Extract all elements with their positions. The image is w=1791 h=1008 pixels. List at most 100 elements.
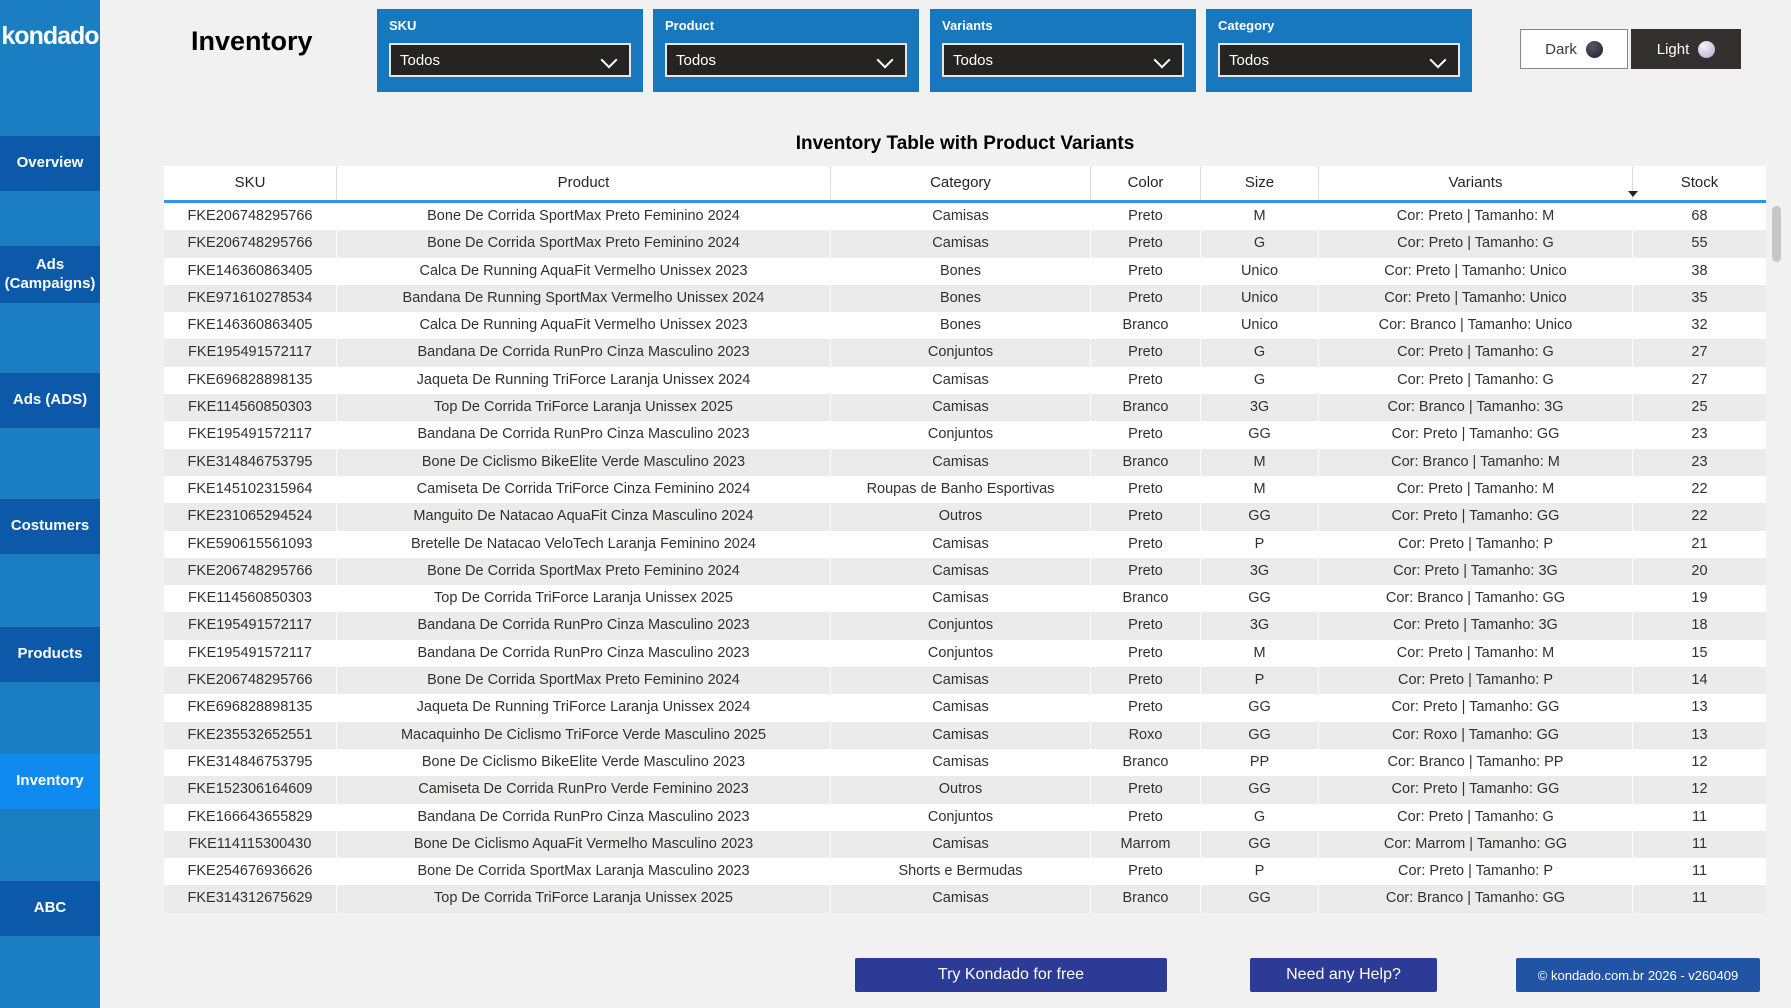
table-row[interactable]: FKE590615561093 Bretelle De Natacao Velo… (164, 530, 1766, 558)
cell-color: Branco (1090, 885, 1200, 913)
try-kondado-button[interactable]: Try Kondado for free (855, 958, 1167, 992)
cell-product: Jaqueta De Running TriForce Laranja Unis… (336, 366, 830, 395)
table-row[interactable]: FKE152306164609 Camiseta De Corrida RunP… (164, 776, 1766, 804)
table-row[interactable]: FKE314312675629 Top De Corrida TriForce … (164, 885, 1766, 913)
category-filter-dropdown[interactable]: Todos (1218, 43, 1460, 77)
column-header-variants[interactable]: Variants (1318, 166, 1632, 200)
table-row[interactable]: FKE146360863405 Calca De Running AquaFit… (164, 312, 1766, 340)
cell-stock: 27 (1632, 339, 1766, 367)
cell-variants: Cor: Preto | Tamanho: G (1318, 366, 1632, 395)
dark-theme-dot-icon (1585, 40, 1603, 58)
sidebar-item-ads-campaigns[interactable]: Ads (Campaigns) (0, 246, 100, 303)
sidebar-item-ads-ads[interactable]: Ads (ADS) (0, 373, 100, 428)
chevron-down-icon (600, 51, 618, 69)
cell-product: Calca De Running AquaFit Vermelho Unisse… (336, 257, 830, 285)
cell-category: Camisas (830, 448, 1090, 476)
cell-sku: FKE314312675629 (187, 890, 313, 907)
scrollbar-thumb[interactable] (1772, 206, 1781, 262)
cell-sku: FKE206748295766 (187, 672, 313, 689)
table-row[interactable]: FKE195491572117 Bandana De Corrida RunPr… (164, 612, 1766, 640)
column-header-category[interactable]: Category (830, 166, 1090, 200)
table-row[interactable]: FKE145102315964 Camiseta De Corrida TriF… (164, 475, 1766, 504)
cell-size: Unico (1200, 312, 1318, 340)
cell-product: Bandana De Corrida RunPro Cinza Masculin… (336, 339, 830, 367)
cell-stock: 11 (1632, 858, 1766, 886)
table-row[interactable]: FKE114560850303 Top De Corrida TriForce … (164, 394, 1766, 422)
table-row[interactable]: FKE206748295766 Bone De Corrida SportMax… (164, 203, 1766, 231)
table-row[interactable]: FKE206748295766 Bone De Corrida SportMax… (164, 230, 1766, 258)
cell-product: Top De Corrida TriForce Laranja Unissex … (336, 394, 830, 422)
table-row[interactable]: FKE195491572117 Bandana De Corrida RunPr… (164, 639, 1766, 668)
table-row[interactable]: FKE206748295766 Bone De Corrida SportMax… (164, 667, 1766, 695)
column-header-product[interactable]: Product (336, 166, 830, 200)
sidebar-item-abc[interactable]: ABC (0, 881, 100, 936)
table-row[interactable]: FKE696828898135 Jaqueta De Running TriFo… (164, 366, 1766, 395)
cell-size: GG (1200, 885, 1318, 913)
cell-variants: Cor: Preto | Tamanho: Unico (1318, 284, 1632, 313)
table-row[interactable]: FKE166643655829 Bandana De Corrida RunPr… (164, 803, 1766, 831)
dark-theme-button[interactable]: Dark (1520, 29, 1628, 69)
cell-stock: 38 (1632, 257, 1766, 285)
sidebar-item-label: Inventory (16, 772, 84, 790)
copyright-link[interactable]: © kondado.com.br 2026 - v260409 (1516, 958, 1760, 992)
cell-color: Preto (1090, 694, 1200, 722)
cell-size: 3G (1200, 557, 1318, 586)
sidebar-item-products[interactable]: Products (0, 627, 100, 682)
column-header-color[interactable]: Color (1090, 166, 1200, 200)
table-row[interactable]: FKE314846753795 Bone De Ciclismo BikeEli… (164, 748, 1766, 777)
variants-filter-dropdown[interactable]: Todos (942, 43, 1184, 77)
cell-size: PP (1200, 748, 1318, 777)
sidebar-item-inventory[interactable]: Inventory (0, 754, 100, 809)
table-row[interactable]: FKE314846753795 Bone De Ciclismo BikeEli… (164, 448, 1766, 476)
table-row[interactable]: FKE195491572117 Bandana De Corrida RunPr… (164, 421, 1766, 449)
table-row[interactable]: FKE114560850303 Top De Corrida TriForce … (164, 585, 1766, 613)
column-header-stock[interactable]: Stock (1628, 166, 1766, 200)
column-header-size[interactable]: Size (1200, 166, 1318, 200)
cell-variants: Cor: Preto | Tamanho: 3G (1318, 557, 1632, 586)
sidebar-item-label: Overview (16, 154, 84, 172)
cell-product: Jaqueta De Running TriForce Laranja Unis… (336, 694, 830, 722)
table-row[interactable]: FKE235532652551 Macaquinho De Ciclismo T… (164, 721, 1766, 749)
cell-sku: FKE314846753795 (187, 753, 313, 770)
cell-variants: Cor: Preto | Tamanho: G (1318, 339, 1632, 367)
column-header-sku[interactable]: SKU (234, 174, 266, 191)
cell-variants: Cor: Branco | Tamanho: 3G (1318, 394, 1632, 422)
cell-stock: 11 (1632, 885, 1766, 913)
cell-variants: Cor: Branco | Tamanho: M (1318, 448, 1632, 476)
table-row[interactable]: FKE206748295766 Bone De Corrida SportMax… (164, 557, 1766, 586)
cell-variants: Cor: Preto | Tamanho: P (1318, 667, 1632, 695)
cell-variants: Cor: Branco | Tamanho: PP (1318, 748, 1632, 777)
cell-stock: 20 (1632, 557, 1766, 586)
need-help-button[interactable]: Need any Help? (1250, 958, 1437, 992)
cell-size: GG (1200, 421, 1318, 449)
cell-category: Camisas (830, 830, 1090, 859)
cell-color: Preto (1090, 776, 1200, 804)
filter-label: Variants (942, 18, 993, 33)
cell-stock: 19 (1632, 585, 1766, 613)
table-row[interactable]: FKE195491572117 Bandana De Corrida RunPr… (164, 339, 1766, 367)
cell-size: M (1200, 475, 1318, 504)
table-row[interactable]: FKE696828898135 Jaqueta De Running TriFo… (164, 694, 1766, 722)
cell-product: Bandana De Corrida RunPro Cinza Masculin… (336, 612, 830, 640)
product-filter-dropdown[interactable]: Todos (665, 43, 907, 77)
table-row[interactable]: FKE146360863405 Calca De Running AquaFit… (164, 257, 1766, 285)
table-row[interactable]: FKE231065294524 Manguito De Natacao Aqua… (164, 503, 1766, 531)
cell-stock: 13 (1632, 694, 1766, 722)
cell-variants: Cor: Preto | Tamanho: P (1318, 530, 1632, 558)
cell-size: GG (1200, 830, 1318, 859)
cell-variants: Cor: Preto | Tamanho: P (1318, 858, 1632, 886)
table-row[interactable]: FKE254676936626 Bone De Corrida SportMax… (164, 858, 1766, 886)
cell-sku: FKE146360863405 (187, 317, 313, 334)
sidebar-item-overview[interactable]: Overview (0, 136, 100, 191)
table-row[interactable]: FKE971610278534 Bandana De Running Sport… (164, 284, 1766, 313)
sku-filter-dropdown[interactable]: Todos (389, 43, 631, 77)
cell-sku: FKE314846753795 (187, 453, 313, 470)
sidebar-item-costumers[interactable]: Costumers (0, 499, 100, 554)
cell-sku: FKE231065294524 (187, 508, 313, 525)
table-row[interactable]: FKE114115300430 Bone De Ciclismo AquaFit… (164, 830, 1766, 859)
cell-size: Unico (1200, 257, 1318, 285)
light-theme-button[interactable]: Light (1631, 29, 1741, 69)
cell-category: Conjuntos (830, 339, 1090, 367)
cell-variants: Cor: Preto | Tamanho: M (1318, 639, 1632, 668)
cell-product: Bretelle De Natacao VeloTech Laranja Fem… (336, 530, 830, 558)
